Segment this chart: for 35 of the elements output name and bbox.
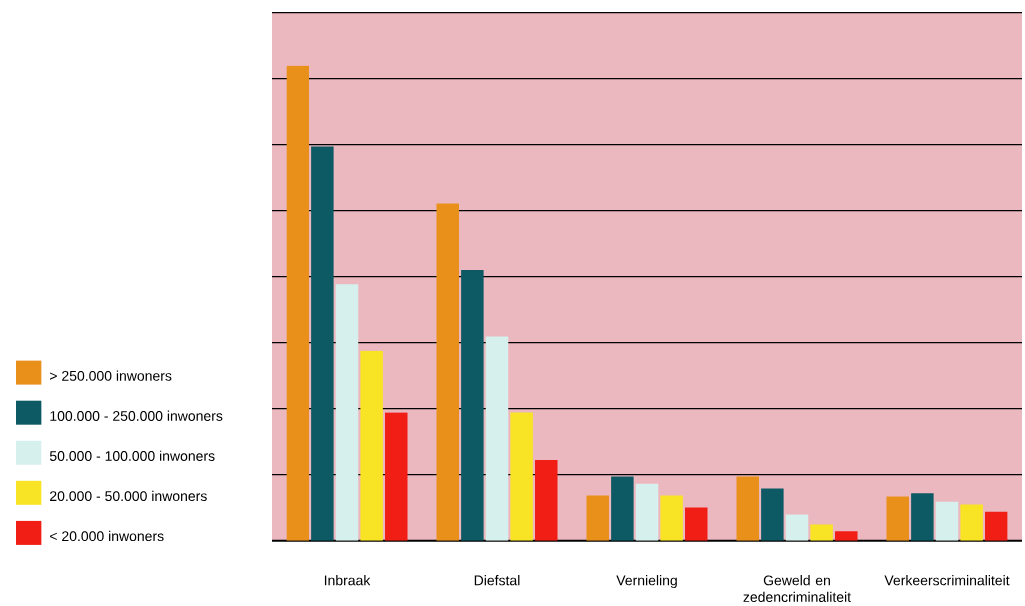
bar	[810, 524, 833, 541]
bar	[535, 459, 558, 541]
bar	[335, 284, 359, 541]
legend-label: < 20.000 inwoners	[50, 530, 164, 542]
bar	[485, 336, 509, 541]
x-tick-label: Vernieling	[616, 575, 677, 589]
bar	[436, 203, 459, 541]
bar	[311, 146, 334, 541]
x-tick-label: Geweld en zedencriminaliteit	[743, 575, 851, 603]
x-tick-label: Inbraak	[324, 575, 371, 586]
legend-label: 50.000 - 100.000 inwoners	[49, 450, 215, 461]
x-tick-label: Verkeerscriminaliteit	[884, 575, 1010, 586]
bar	[510, 412, 533, 541]
bar	[635, 483, 659, 541]
bar	[835, 531, 858, 541]
bar	[360, 350, 383, 541]
legend-label: 100.000 - 250.000 inwoners	[50, 410, 223, 421]
bar	[586, 495, 609, 541]
legend-label: 20.000 - 50.000 inwoners	[50, 490, 207, 502]
bar	[785, 514, 809, 541]
bar	[286, 65, 309, 541]
x-tick-label: Diefstal	[474, 575, 520, 586]
bar	[685, 507, 708, 541]
bar	[960, 504, 983, 541]
bar	[761, 488, 784, 541]
bar	[660, 495, 683, 541]
bar	[736, 476, 759, 541]
legend-label: > 250.000 inwoners	[50, 370, 172, 381]
bar	[911, 493, 934, 541]
bar	[461, 270, 484, 541]
bar	[935, 501, 959, 541]
bar	[611, 476, 634, 541]
bar	[886, 496, 909, 541]
bar	[385, 412, 408, 541]
bar	[985, 511, 1008, 541]
